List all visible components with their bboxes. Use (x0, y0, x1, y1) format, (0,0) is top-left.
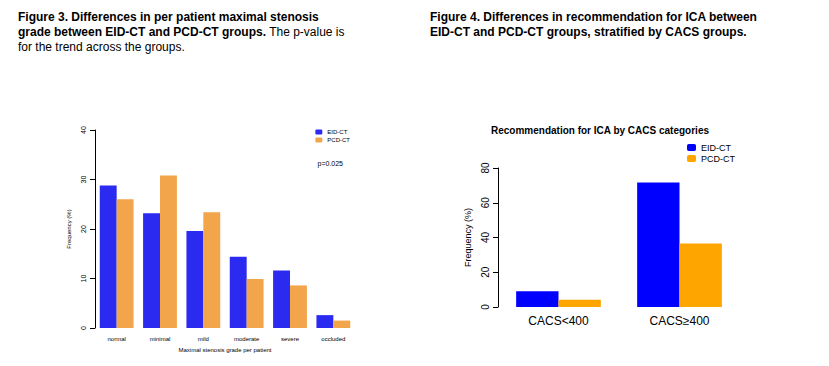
svg-text:CACS<400: CACS<400 (528, 314, 589, 328)
svg-text:Recommendation for ICA by CACS: Recommendation for ICA by CACS categorie… (491, 125, 709, 136)
svg-text:severe: severe (281, 336, 300, 342)
svg-text:Frequency (%): Frequency (%) (66, 209, 72, 248)
svg-text:normal: normal (107, 336, 125, 342)
svg-text:Frequency (%): Frequency (%) (463, 208, 473, 267)
svg-text:Maximal stenosis grade per pat: Maximal stenosis grade per patient (178, 347, 271, 353)
svg-text:minimal: minimal (150, 336, 171, 342)
svg-text:moderate: moderate (234, 336, 260, 342)
svg-text:10: 10 (80, 275, 87, 283)
svg-text:EID-CT: EID-CT (327, 129, 347, 135)
svg-text:p=0.025: p=0.025 (318, 160, 344, 168)
svg-text:PCD-CT: PCD-CT (327, 137, 350, 143)
svg-text:mild: mild (198, 336, 209, 342)
svg-text:20: 20 (480, 266, 491, 278)
html-text:Figure 4. Differences in recom: Figure 4. Differences in recommendation … (430, 10, 757, 39)
svg-text:20: 20 (80, 225, 87, 233)
svg-text:EID-CT: EID-CT (701, 143, 731, 153)
html-text:Figure 3. Differences in per p: Figure 3. Differences in per patient max… (18, 10, 345, 54)
svg-text:PCD-CT: PCD-CT (701, 154, 735, 164)
svg-text:CACS≥400: CACS≥400 (650, 314, 710, 328)
svg-text:40: 40 (480, 232, 491, 244)
svg-text:80: 80 (480, 162, 491, 174)
svg-text:0: 0 (80, 326, 87, 330)
svg-text:30: 30 (80, 176, 87, 184)
svg-text:occluded: occluded (321, 336, 345, 342)
svg-text:60: 60 (480, 197, 491, 209)
svg-text:40: 40 (80, 126, 87, 134)
svg-text:0: 0 (480, 304, 491, 310)
